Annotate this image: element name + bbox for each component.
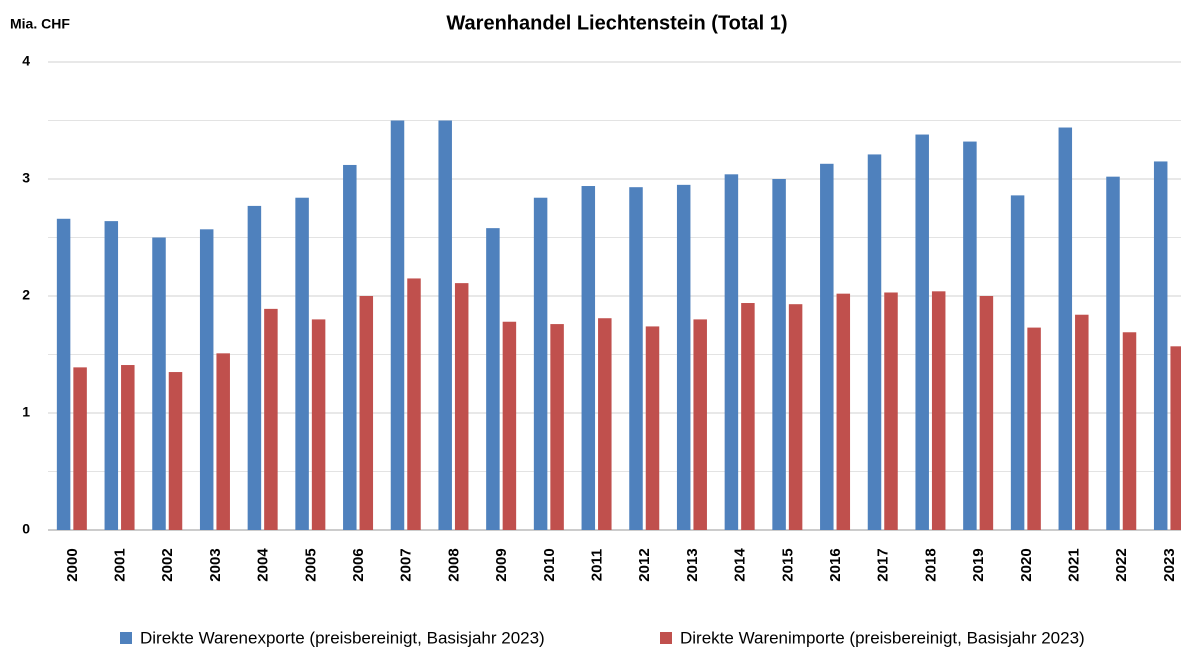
bar <box>867 154 882 530</box>
bar <box>390 120 405 530</box>
y-tick-label: 4 <box>22 53 30 69</box>
bar <box>931 291 946 530</box>
bar <box>741 303 755 530</box>
bar <box>693 319 707 530</box>
x-tick-label: 2014 <box>732 548 749 582</box>
bar <box>1058 127 1073 531</box>
legend-label: Direkte Warenexporte (preisbereinigt, Ba… <box>140 628 545 647</box>
bar <box>343 164 357 530</box>
y-tick-label: 0 <box>22 521 30 537</box>
legend-swatch <box>660 632 672 644</box>
x-tick-label: 2020 <box>1018 548 1035 581</box>
y-axis-label: Mia. CHF <box>10 16 70 32</box>
x-tick-label: 2006 <box>350 548 367 581</box>
legend-swatch <box>120 632 132 644</box>
x-tick-label: 2012 <box>636 548 653 581</box>
bar <box>1027 327 1041 530</box>
bar <box>963 141 977 530</box>
bar <box>121 365 135 530</box>
y-tick-label: 3 <box>22 170 30 186</box>
bar <box>645 326 660 530</box>
x-tick-label: 2021 <box>1066 548 1083 581</box>
bar <box>629 187 643 530</box>
x-tick-label: 2010 <box>541 548 558 581</box>
bar <box>295 197 309 530</box>
chart-title: Warenhandel Liechtenstein (Total 1) <box>446 12 787 34</box>
bar <box>199 229 214 530</box>
x-tick-label: 2008 <box>445 548 462 581</box>
bar <box>1075 314 1089 530</box>
bar <box>581 186 596 530</box>
bar <box>979 296 994 530</box>
x-tick-label: 2013 <box>684 548 701 581</box>
x-tick-label: 2016 <box>827 548 844 581</box>
bar <box>1170 346 1181 530</box>
bar <box>247 205 262 530</box>
bar <box>1153 161 1168 530</box>
bar <box>915 134 929 531</box>
bar <box>311 319 326 530</box>
x-tick-label: 2011 <box>589 549 606 582</box>
bar <box>264 308 278 530</box>
bar <box>724 174 739 530</box>
x-tick-label: 2009 <box>493 548 510 581</box>
x-tick-label: 2022 <box>1113 548 1130 581</box>
bar <box>820 163 834 531</box>
bar <box>454 283 469 530</box>
x-tick-label: 2007 <box>398 548 415 581</box>
bar <box>486 228 500 530</box>
x-tick-label: 2001 <box>112 548 129 581</box>
bar <box>152 237 166 530</box>
bar <box>168 372 183 530</box>
bar <box>550 324 564 530</box>
bar <box>1010 195 1025 530</box>
bar <box>533 197 548 530</box>
bar <box>788 304 803 530</box>
x-tick-label: 2000 <box>64 548 81 581</box>
bar <box>772 179 786 530</box>
y-tick-label: 2 <box>22 287 30 303</box>
bar <box>502 321 517 530</box>
x-tick-label: 2015 <box>779 548 796 581</box>
bar <box>1122 332 1137 530</box>
x-tick-label: 2003 <box>207 548 224 581</box>
bar <box>598 318 612 530</box>
bar <box>836 293 851 530</box>
x-tick-label: 2002 <box>159 548 176 581</box>
bar <box>1106 176 1120 530</box>
x-tick-label: 2023 <box>1161 548 1178 581</box>
y-tick-label: 1 <box>22 404 30 420</box>
bar <box>56 218 71 530</box>
bar <box>438 120 452 530</box>
x-tick-label: 2018 <box>922 548 939 581</box>
x-tick-label: 2005 <box>302 548 319 581</box>
bar <box>73 367 87 530</box>
legend-label: Direkte Warenimporte (preisbereinigt, Ba… <box>680 628 1085 647</box>
bar <box>884 292 898 530</box>
bar <box>359 296 374 530</box>
bar <box>104 221 119 530</box>
bar <box>407 278 421 530</box>
x-tick-label: 2004 <box>255 548 272 582</box>
bar <box>216 353 230 530</box>
x-tick-label: 2017 <box>875 548 892 581</box>
bar <box>676 184 691 530</box>
x-tick-label: 2019 <box>970 548 987 581</box>
